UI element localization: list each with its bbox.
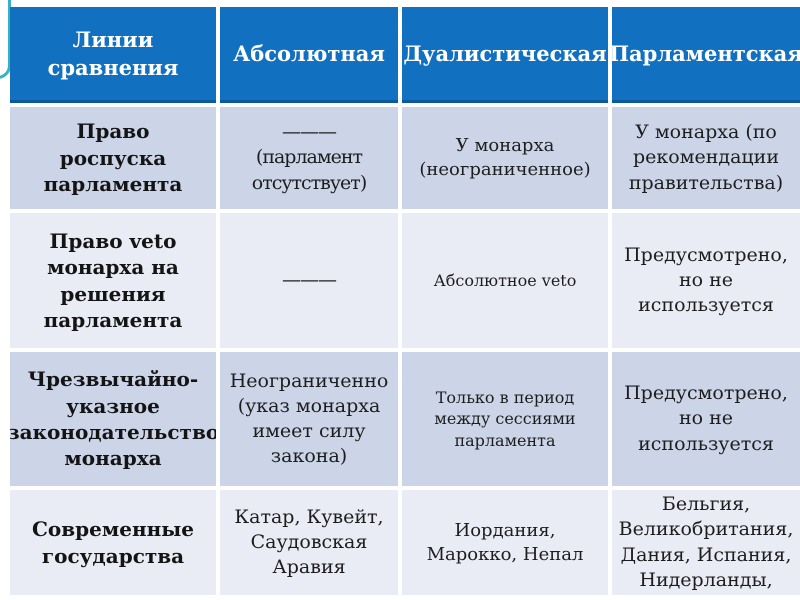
header-cell-comparison-lines: Линии сравнения [10, 7, 216, 103]
cell-veto-absolute: ——— [220, 213, 398, 348]
cell-dissolution-dualistic: У монарха (неограниченное) [402, 107, 608, 209]
comparison-table: Линии сравнения Абсолютная Дуалистическа… [10, 7, 800, 595]
row-label-modern-states: Современные государства [10, 490, 216, 595]
row-label-dissolution-right: Право роспуска парламента [10, 107, 216, 209]
cell-dissolution-absolute: ——— (парламент отсутствует) [220, 107, 398, 209]
cell-states-parliamentary: Бельгия, Великобритания, Дания, Испания,… [612, 490, 800, 595]
row-label-decree-legislation: Чрезвычайно-указное законодательство мон… [10, 352, 216, 486]
cell-veto-parliamentary: Предусмотрено, но не используется [612, 213, 800, 348]
cell-decree-dualistic: Только в период между сессиями парламент… [402, 352, 608, 486]
cell-decree-parliamentary: Предусмотрено, но не используется [612, 352, 800, 486]
cell-decree-absolute: Неограниченно (указ монарха имеет силу з… [220, 352, 398, 486]
cell-states-dualistic: Иордания, Марокко, Непал [402, 490, 608, 595]
header-cell-parliamentary: Парламентская [612, 7, 800, 103]
header-cell-absolute: Абсолютная [220, 7, 398, 103]
header-cell-dualistic: Дуалистическая [402, 7, 608, 103]
cell-veto-dualistic: Абсолютное veto [402, 213, 608, 348]
row-label-veto-right: Право veto монарха на решения парламента [10, 213, 216, 348]
cell-states-absolute: Катар, Кувейт, Саудовская Аравия [220, 490, 398, 595]
cell-dissolution-parliamentary: У монарха (по рекомендации правительства… [612, 107, 800, 209]
